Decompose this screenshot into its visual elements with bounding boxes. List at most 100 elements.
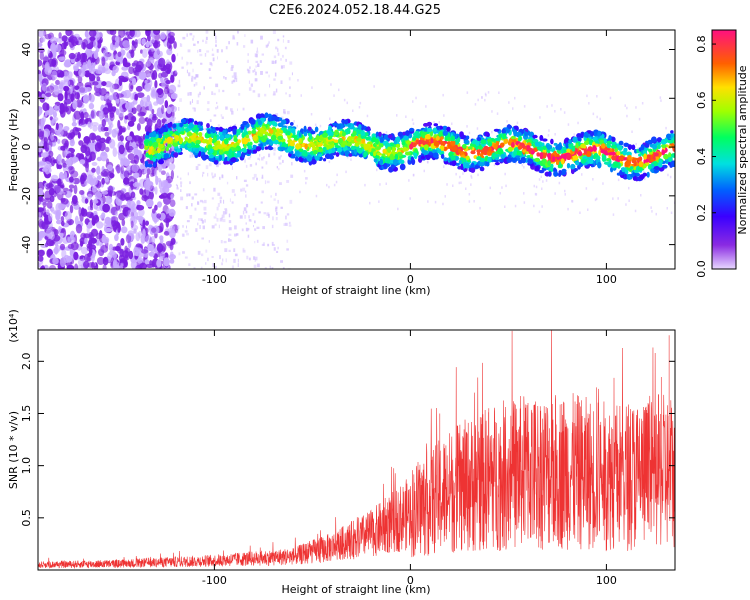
spectrogram-cell bbox=[100, 244, 109, 253]
spectrogram-cell bbox=[515, 161, 517, 165]
spectrogram-cell bbox=[74, 215, 79, 225]
spectrogram-cell bbox=[203, 86, 205, 90]
spectrogram-cell bbox=[299, 190, 301, 194]
spectrogram-cell bbox=[273, 147, 276, 152]
spectrogram-cell bbox=[195, 228, 198, 232]
spectrogram-cell bbox=[235, 129, 241, 136]
spectrogram-cell bbox=[274, 122, 278, 127]
spectrogram-cell bbox=[459, 175, 461, 179]
spectrogram-cell bbox=[273, 198, 276, 201]
spectrogram-cell bbox=[470, 162, 475, 169]
spectrogram-cell bbox=[350, 158, 352, 161]
spectrogram-cell bbox=[642, 172, 648, 177]
spectrogram-cell bbox=[285, 58, 287, 62]
spectrogram-cell bbox=[136, 92, 145, 98]
spectrogram-cell bbox=[138, 230, 143, 239]
spectrogram-cell bbox=[523, 192, 525, 195]
spectrogram-cell bbox=[580, 143, 586, 149]
spectrogram-cell bbox=[280, 65, 283, 69]
spectrogram-cell bbox=[279, 130, 284, 134]
spectrogram-cell bbox=[516, 121, 519, 125]
spectrogram-cell bbox=[626, 106, 628, 110]
spectrogram-cell bbox=[48, 187, 55, 196]
spectrogram-cell bbox=[189, 181, 191, 185]
spectrogram-cell bbox=[653, 169, 659, 174]
spectrogram-cell bbox=[104, 146, 110, 153]
spectrogram-cell bbox=[424, 134, 431, 140]
spectrogram-cell bbox=[389, 153, 394, 161]
spectrogram-cell bbox=[182, 36, 186, 40]
spectrogram-cell bbox=[421, 131, 425, 138]
spectrogram-cell bbox=[158, 194, 165, 199]
spectrogram-cell bbox=[202, 225, 205, 230]
spectrogram-cell bbox=[219, 255, 221, 260]
spectrogram-cell bbox=[374, 146, 381, 151]
spectrogram-cell bbox=[219, 176, 221, 180]
spectrogram-cell bbox=[87, 121, 91, 128]
spectrogram-cell bbox=[611, 155, 617, 161]
spectrogram-cell bbox=[561, 171, 567, 175]
spectrogram-cell bbox=[163, 153, 170, 159]
spectrogram-cell bbox=[442, 93, 444, 97]
spectrogram-cell bbox=[253, 173, 257, 178]
spectrogram-cell bbox=[179, 120, 183, 124]
spectrogram-cell bbox=[542, 149, 547, 154]
spectrogram-cell bbox=[280, 206, 283, 209]
spectrogram-cell bbox=[108, 109, 116, 115]
spectrogram-cell bbox=[521, 157, 526, 164]
spectrogram-cell bbox=[213, 135, 217, 142]
spectrogram-cell bbox=[197, 163, 201, 166]
spectrogram-cell bbox=[270, 195, 272, 198]
spectrogram-cell bbox=[409, 127, 415, 132]
spectrogram-cell bbox=[222, 258, 224, 262]
spectrogram-cell bbox=[596, 95, 598, 98]
spectrogram-cell bbox=[188, 122, 194, 129]
spectrogram-cell bbox=[205, 40, 208, 44]
spectrogram-cell bbox=[500, 154, 505, 159]
spectrogram-cell bbox=[151, 108, 155, 115]
spectrogram-cell bbox=[146, 60, 151, 67]
spectrogram-cell bbox=[232, 128, 237, 135]
spectrogram-cell bbox=[276, 250, 279, 253]
spectrogram-cell bbox=[475, 139, 480, 147]
spectrogram-cell bbox=[365, 136, 371, 141]
spectrogram-cell bbox=[84, 236, 88, 245]
spectrogram-cell bbox=[427, 127, 433, 133]
spectrogram-cell bbox=[462, 161, 467, 169]
spectrogram-cell bbox=[95, 167, 101, 175]
spectrogram-cell bbox=[249, 66, 251, 69]
spectrogram-cell bbox=[450, 155, 456, 161]
spectrogram-cell bbox=[91, 57, 96, 63]
spectrogram-cell bbox=[215, 83, 219, 88]
spectrogram-cell bbox=[43, 197, 52, 202]
spectrogram-cell bbox=[188, 72, 191, 77]
spectrogram-cell bbox=[98, 140, 103, 149]
spectrogram-cell bbox=[63, 126, 70, 132]
spectrogram-cell bbox=[108, 125, 112, 135]
spectrogram-cell bbox=[193, 76, 197, 80]
spectrogram-cell bbox=[354, 149, 357, 155]
spectrogram-cell bbox=[205, 36, 208, 40]
spectrogram-cell bbox=[180, 43, 183, 47]
spectrogram-cell bbox=[589, 131, 595, 137]
spectrogram-cell bbox=[272, 30, 276, 34]
spectrogram-cell bbox=[136, 123, 141, 131]
spectrogram-cell bbox=[216, 105, 219, 109]
spectrogram-cell bbox=[231, 189, 235, 193]
spectrogram-cell bbox=[118, 30, 126, 38]
spectrogram-cell bbox=[92, 81, 99, 86]
spectrogram-cell bbox=[640, 144, 645, 151]
spectrogram-cell bbox=[177, 148, 182, 153]
spectrogram-cell bbox=[476, 137, 482, 141]
spectrogram-cell bbox=[237, 30, 239, 34]
spectrogram-cell bbox=[522, 149, 527, 153]
spectrogram-cell bbox=[209, 76, 212, 79]
spectrogram-cell bbox=[244, 159, 246, 163]
spectrogram-cell bbox=[486, 151, 493, 156]
spectrogram-cell bbox=[248, 87, 252, 91]
spectrogram-cell bbox=[156, 147, 161, 154]
spectrogram-cell bbox=[145, 41, 150, 48]
spectrogram-cell bbox=[375, 131, 380, 137]
spectrogram-cell bbox=[636, 148, 640, 154]
